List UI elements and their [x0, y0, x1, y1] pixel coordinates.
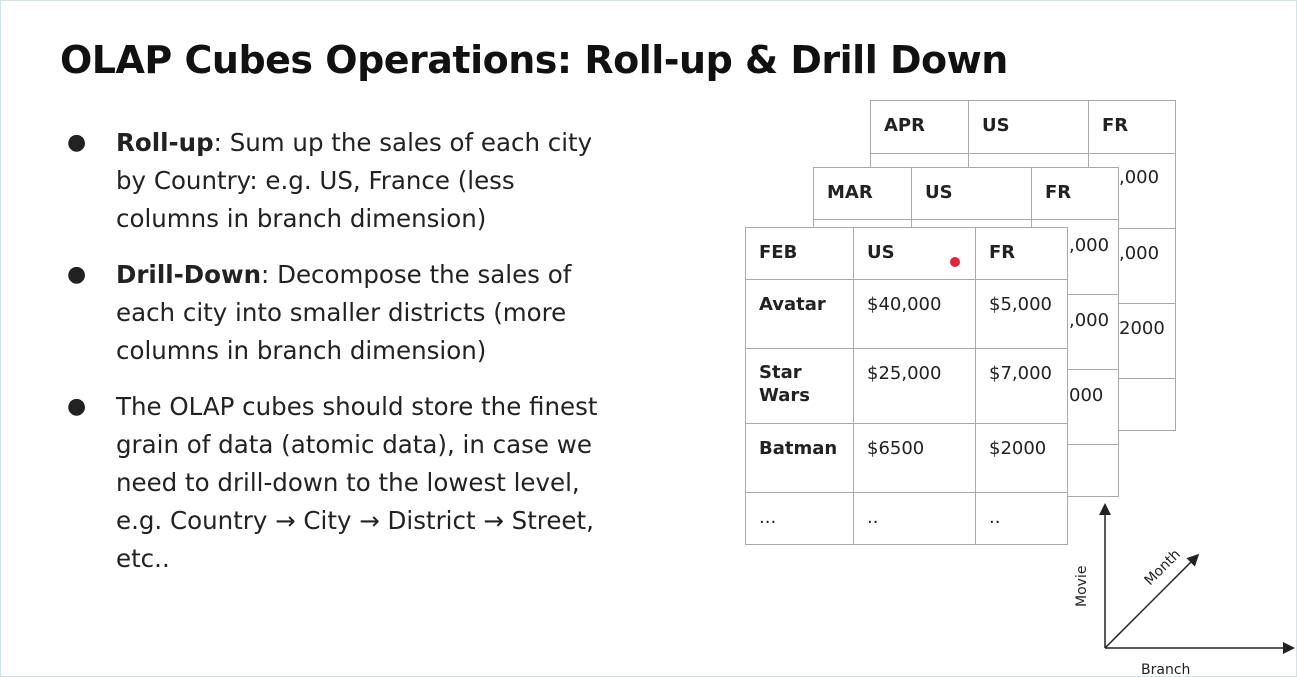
table-row: ... .. ..	[745, 492, 1068, 545]
month-axis-label: Month	[1142, 546, 1184, 588]
bullet-dot-icon: ●	[67, 262, 87, 287]
pointer-dot	[950, 257, 960, 267]
apr-cell-fragment: 2000	[1119, 318, 1165, 339]
mar-cell-fragment: ,000	[1069, 235, 1110, 256]
bullet-term: Drill-Down	[116, 260, 262, 289]
bullet-list: ● Roll-up: Sum up the sales of each city…	[60, 124, 620, 596]
table-header-month: FEB	[745, 227, 854, 280]
row-movie: ...	[745, 492, 854, 545]
table-header-fr: FR	[975, 227, 1068, 280]
table-header-us: US	[911, 167, 1032, 220]
mar-cell-fragment: ,000	[1069, 310, 1110, 331]
table-row: Batman $6500 $2000	[745, 423, 1068, 493]
cell-us: $6500	[853, 423, 976, 493]
branch-axis-label: Branch	[1141, 662, 1190, 677]
cell-us: $40,000	[853, 279, 976, 349]
row-movie: Star Wars	[745, 348, 854, 424]
slide-title: OLAP Cubes Operations: Roll-up & Drill D…	[60, 38, 1008, 82]
bullet-dot-icon: ●	[67, 394, 87, 419]
bullet-atomic: ● The OLAP cubes should store the finest…	[60, 388, 620, 578]
cell-us: ..	[853, 492, 976, 545]
cell-fr: $7,000	[975, 348, 1068, 424]
cell-us: $25,000	[853, 348, 976, 424]
bullet-text: : Decompose the sales of each city into …	[116, 260, 572, 365]
bullet-dot-icon: ●	[67, 130, 87, 155]
table-feb: FEB US FR Avatar $40,000 $5,000 Star War…	[745, 227, 1068, 545]
table-header-us: US	[968, 100, 1089, 154]
table-header-month: APR	[870, 100, 969, 154]
cell-fr: ..	[975, 492, 1068, 545]
cube-axes-diagram: Movie Month Branch	[1074, 503, 1295, 677]
bullet-rollup: ● Roll-up: Sum up the sales of each city…	[60, 124, 620, 238]
table-row: Star Wars $25,000 $7,000	[745, 348, 1068, 424]
cell-fr: $5,000	[975, 279, 1068, 349]
table-header-us: US	[853, 227, 976, 280]
table-header-fr: FR	[1088, 100, 1176, 154]
apr-cell-fragment: ,000	[1119, 167, 1160, 188]
mar-cell-fragment: 000	[1069, 385, 1104, 406]
table-header-fr: FR	[1031, 167, 1119, 220]
row-movie: Batman	[745, 423, 854, 493]
month-axis	[1104, 553, 1200, 649]
table-row: Avatar $40,000 $5,000	[745, 279, 1068, 349]
bullet-text: The OLAP cubes should store the finest g…	[116, 392, 598, 573]
table-header-month: MAR	[813, 167, 912, 220]
cell-fr: $2000	[975, 423, 1068, 493]
apr-cell-fragment: ,000	[1119, 243, 1160, 264]
bullet-drilldown: ● Drill-Down: Decompose the sales of eac…	[60, 256, 620, 370]
bullet-term: Roll-up	[116, 128, 214, 157]
bullet-text: : Sum up the sales of each city by Count…	[116, 128, 593, 233]
movie-axis-label: Movie	[1074, 566, 1090, 607]
row-movie: Avatar	[745, 279, 854, 349]
